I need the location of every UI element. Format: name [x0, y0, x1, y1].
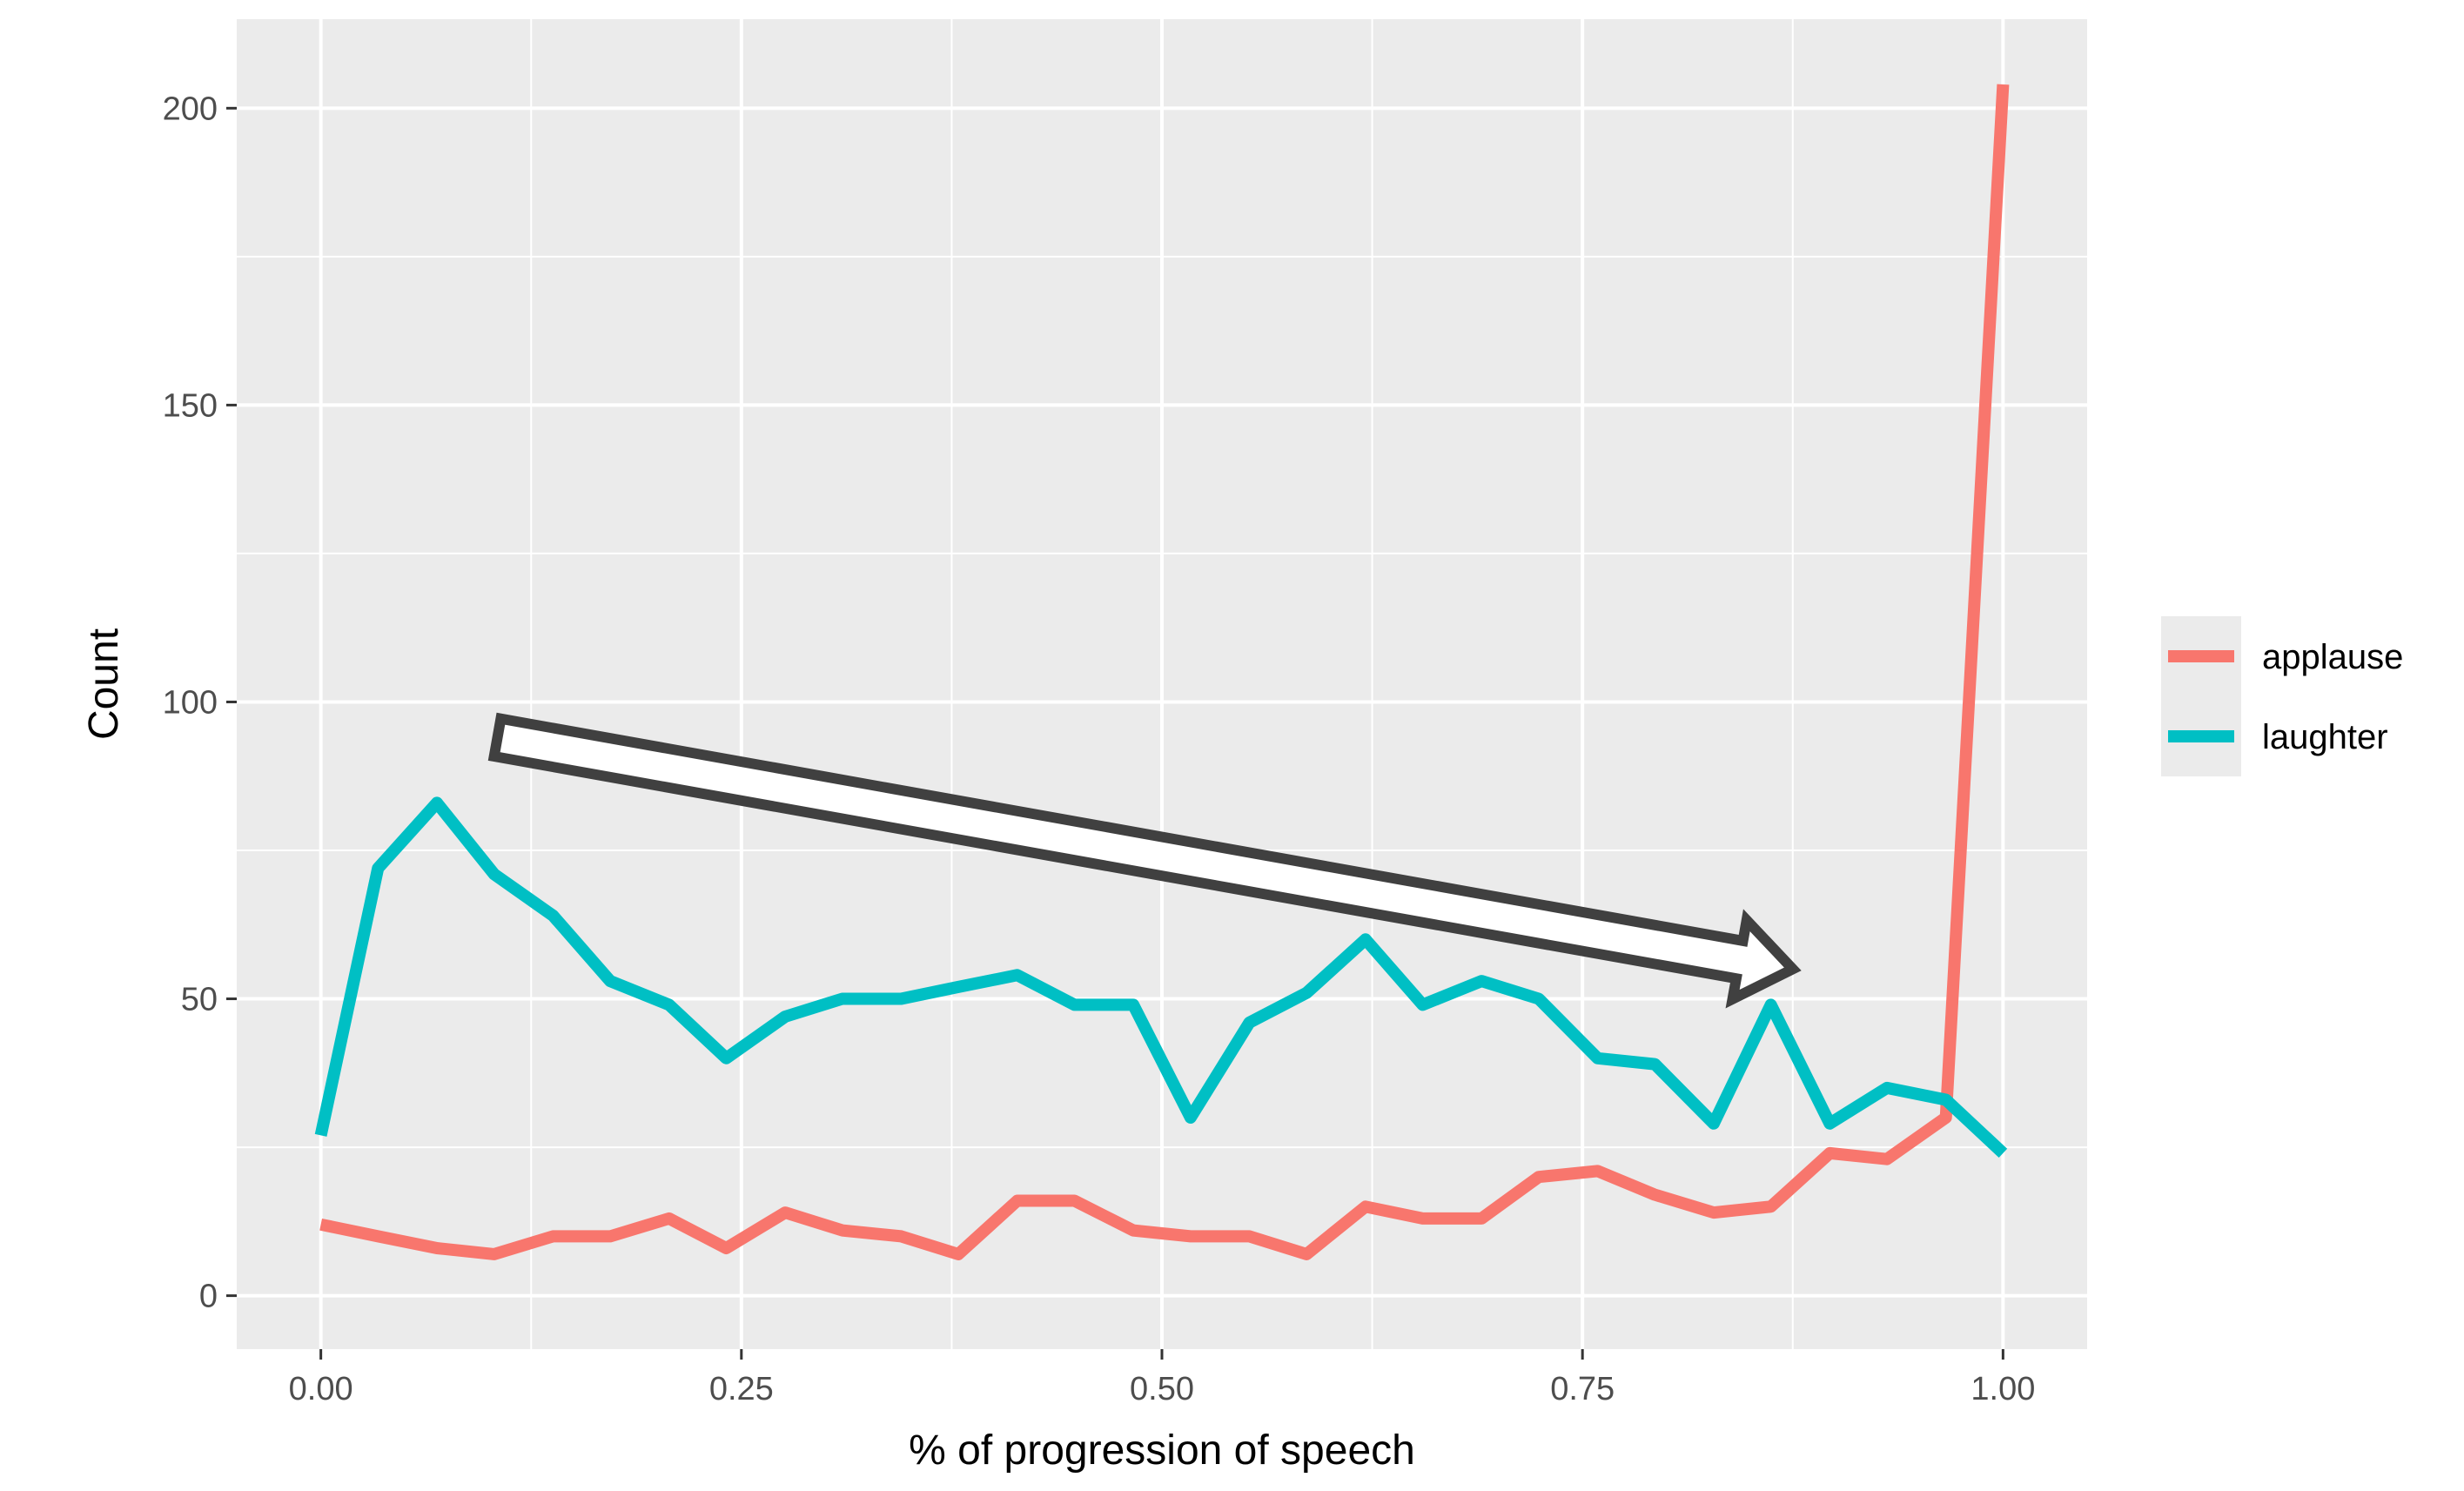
y-tick-label: 50	[181, 982, 218, 1018]
series-layer	[314, 84, 2010, 1260]
x-tick-label: 1.00	[1971, 1371, 2035, 1407]
series-line-laughter	[314, 796, 2008, 1159]
y-tick-label: 0	[199, 1279, 218, 1315]
x-tick-label: 0.75	[1550, 1371, 1615, 1407]
y-axis: 0 50 100 150 200	[163, 91, 237, 1315]
x-axis: 0.00 0.25 0.50 0.75 1.00	[289, 1349, 2035, 1407]
legend: applause laughter	[2161, 616, 2403, 776]
x-tick-label: 0.50	[1130, 1371, 1194, 1407]
trend-arrow	[487, 712, 1802, 1009]
series-line-applause	[319, 84, 2010, 1260]
legend-label-applause: applause	[2262, 638, 2403, 676]
legend-label-laughter: laughter	[2262, 718, 2388, 756]
grid-major	[237, 19, 2087, 1349]
y-axis-title: Count	[81, 628, 127, 740]
y-tick-label: 100	[163, 684, 218, 721]
x-axis-title: % of progression of speech	[909, 1427, 1415, 1474]
x-tick-label: 0.25	[709, 1371, 774, 1407]
x-tick-label: 0.00	[289, 1371, 353, 1407]
annotation-layer	[487, 712, 1802, 1009]
y-tick-label: 150	[163, 387, 218, 424]
y-tick-label: 200	[163, 91, 218, 127]
